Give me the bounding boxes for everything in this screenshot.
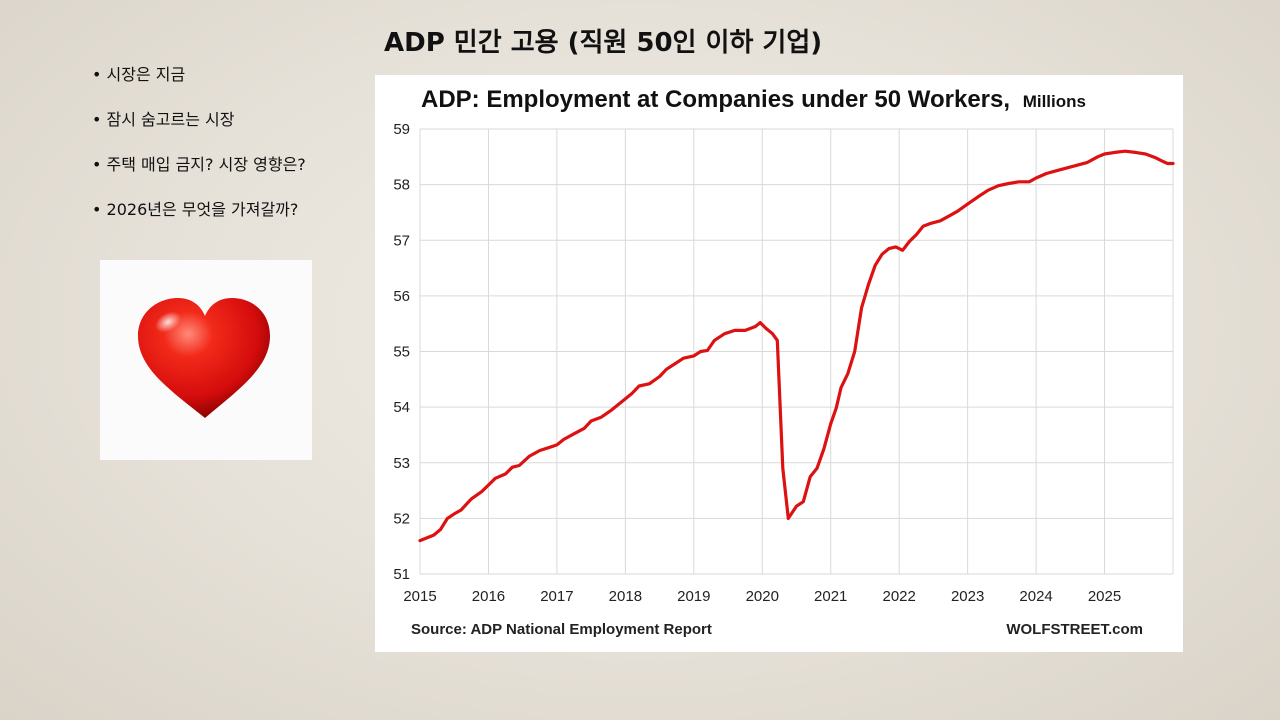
series-group xyxy=(418,149,1175,543)
x-tick-label: 2022 xyxy=(882,588,915,605)
source-note: Source: ADP National Employment Report xyxy=(411,621,712,638)
y-tick-label: 51 xyxy=(393,566,410,583)
y-tick-label: 54 xyxy=(393,399,410,416)
heart-icon xyxy=(138,298,270,418)
credit-note: WOLFSTREET.com xyxy=(1006,621,1143,638)
y-tick-label: 53 xyxy=(393,455,410,472)
chart-title: ADP: Employment at Companies under 50 Wo… xyxy=(421,86,1086,113)
x-tick-label: 2019 xyxy=(677,588,710,605)
y-axis-ticks: 51 52 53 54 55 56 57 58 59 xyxy=(393,121,410,583)
x-tick-label: 2016 xyxy=(472,588,505,605)
x-axis-ticks: 2015 2016 2017 2018 2019 2020 2021 2022 2023 2024… xyxy=(403,588,1121,605)
x-tick-label: 2023 xyxy=(951,588,984,605)
x-tick-label: 2015 xyxy=(403,588,436,605)
heart-card xyxy=(100,260,312,460)
x-tick-label: 2021 xyxy=(814,588,847,605)
x-tick-label: 2024 xyxy=(1019,588,1052,605)
x-tick-label: 2017 xyxy=(540,588,573,605)
y-tick-label: 55 xyxy=(393,344,410,361)
x-tick-label: 2020 xyxy=(746,588,779,605)
bullet-list: 시장은 지금 잠시 숨고르는 시장 주택 매입 금지? 시장 영향은? 2026… xyxy=(92,62,306,242)
bullet-item: 시장은 지금 xyxy=(92,62,306,107)
bullet-item: 잠시 숨고르는 시장 xyxy=(92,107,306,152)
grid xyxy=(419,128,1174,575)
y-tick-label: 57 xyxy=(393,232,410,249)
chart-panel: ADP: Employment at Companies under 50 Wo… xyxy=(375,75,1183,652)
chart-title-unit: Millions xyxy=(1023,92,1086,111)
series-line xyxy=(418,149,1175,543)
y-tick-label: 59 xyxy=(393,121,410,138)
chart-title-main: ADP: Employment at Companies under 50 Wo… xyxy=(421,86,1010,113)
slide-title: ADP 민간 고용 (직원 50인 이하 기업) xyxy=(384,28,823,58)
bullet-item: 2026년은 무엇을 가져갈까? xyxy=(92,197,306,242)
x-tick-label: 2025 xyxy=(1088,588,1121,605)
y-tick-label: 56 xyxy=(393,288,410,305)
y-tick-label: 52 xyxy=(393,510,410,527)
x-tick-label: 2018 xyxy=(609,588,642,605)
line-chart: ADP: Employment at Companies under 50 Wo… xyxy=(393,86,1175,638)
y-tick-label: 58 xyxy=(393,177,410,194)
bullet-item: 주택 매입 금지? 시장 영향은? xyxy=(92,152,306,197)
